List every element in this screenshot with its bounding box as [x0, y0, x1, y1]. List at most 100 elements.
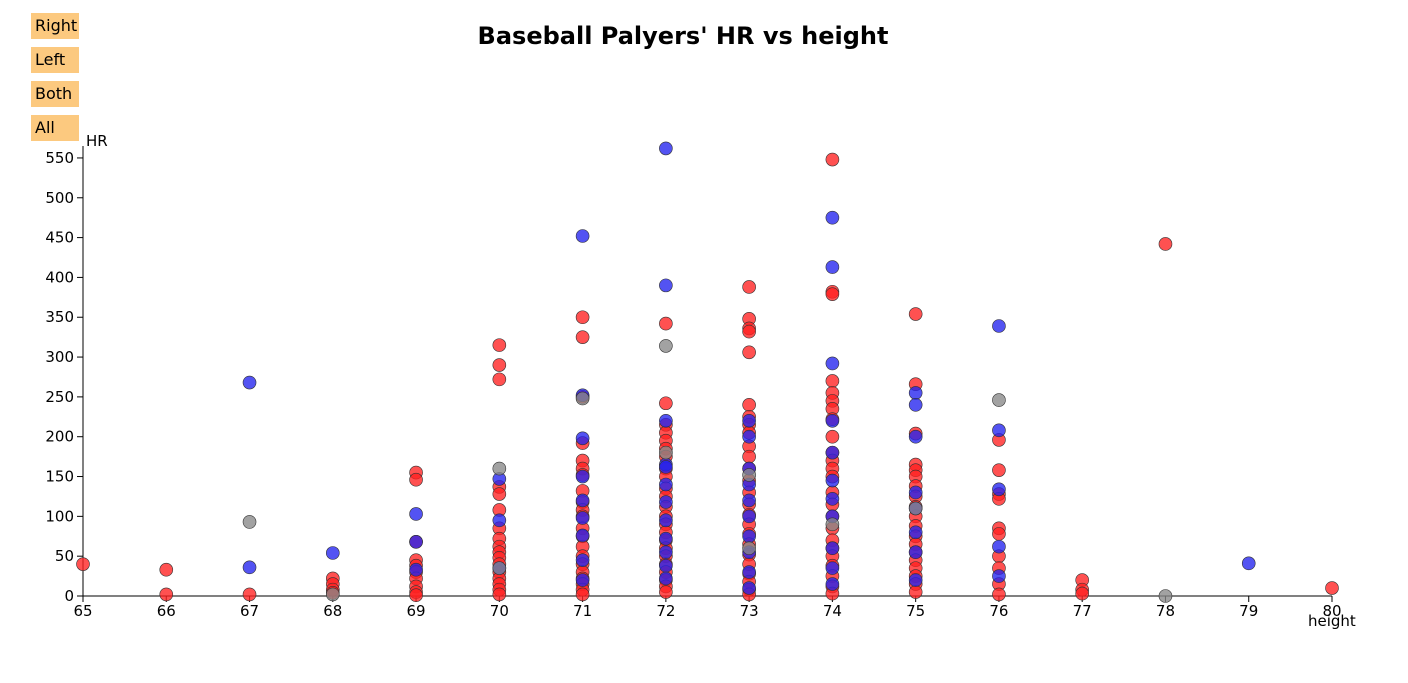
- data-point: [825, 356, 840, 371]
- data-point: [1158, 589, 1173, 603]
- data-point: [908, 573, 923, 587]
- data-point: [159, 562, 174, 577]
- y-tick-label: 150: [45, 468, 74, 486]
- data-point: [908, 398, 923, 412]
- filter-all-button[interactable]: All: [31, 115, 79, 141]
- data-point: [575, 310, 590, 325]
- data-point: [992, 587, 1006, 602]
- data-point: [825, 413, 840, 428]
- y-tick-label: 0: [64, 587, 74, 605]
- data-point: [742, 413, 756, 428]
- data-point: [492, 513, 507, 528]
- data-point: [492, 372, 507, 387]
- data-point: [992, 482, 1006, 497]
- data-point: [825, 541, 840, 556]
- x-tick-label: 71: [573, 602, 592, 620]
- x-tick-label: 68: [323, 602, 342, 620]
- data-point: [242, 375, 257, 390]
- x-tick-label: 77: [1073, 602, 1092, 620]
- data-point: [742, 581, 756, 595]
- data-point: [992, 393, 1006, 407]
- x-tick-label: 80: [1322, 602, 1341, 620]
- data-point: [1241, 556, 1256, 571]
- data-point: [409, 472, 423, 487]
- data-point: [659, 445, 673, 460]
- data-point: [992, 463, 1006, 477]
- data-point: [659, 316, 673, 331]
- data-point: [742, 541, 756, 556]
- data-point: [992, 527, 1006, 541]
- data-point: [409, 562, 423, 577]
- x-tick-label: 70: [490, 602, 509, 620]
- y-tick-label: 550: [45, 149, 74, 167]
- data-point: [76, 557, 90, 571]
- data-point: [908, 485, 923, 500]
- data-point: [742, 493, 756, 508]
- x-tick-label: 66: [157, 602, 176, 620]
- x-tick-label: 67: [240, 602, 259, 620]
- data-point: [825, 577, 840, 591]
- data-point: [409, 535, 423, 549]
- data-point: [575, 391, 590, 406]
- data-point: [825, 561, 840, 575]
- data-point: [492, 358, 507, 372]
- data-point: [659, 278, 673, 293]
- data-point: [825, 492, 840, 506]
- data-point: [159, 587, 174, 602]
- y-axis-label: HR: [86, 132, 108, 150]
- data-point: [1325, 581, 1339, 595]
- data-point: [742, 398, 756, 412]
- data-point: [659, 413, 673, 428]
- data-point: [492, 587, 507, 602]
- data-point: [825, 287, 840, 301]
- data-points: [76, 141, 1339, 603]
- data-point: [659, 585, 673, 599]
- data-point: [575, 553, 590, 567]
- data-point: [575, 469, 590, 484]
- data-point: [659, 545, 673, 559]
- y-tick-label: 250: [45, 388, 74, 406]
- data-point: [492, 561, 507, 575]
- filter-right-button[interactable]: Right: [31, 13, 79, 39]
- data-point: [742, 324, 756, 339]
- data-point: [409, 507, 423, 521]
- data-point: [825, 429, 840, 444]
- x-tick-label: 73: [740, 602, 759, 620]
- data-point: [825, 210, 840, 225]
- data-point: [742, 565, 756, 579]
- chart-title: Baseball Palyers' HR vs height: [477, 22, 889, 50]
- data-point: [1158, 237, 1173, 251]
- x-tick-label: 74: [823, 602, 842, 620]
- data-point: [492, 338, 507, 352]
- x-tick-label: 72: [656, 602, 675, 620]
- data-point: [242, 587, 257, 602]
- data-point: [659, 460, 673, 474]
- y-tick-label: 450: [45, 229, 74, 247]
- data-point: [575, 573, 590, 587]
- data-point: [1075, 586, 1089, 601]
- x-axis-label: height: [1308, 612, 1356, 630]
- data-point: [825, 473, 840, 488]
- filter-both-button[interactable]: Both: [31, 81, 79, 107]
- data-point: [659, 531, 673, 546]
- data-point: [908, 501, 923, 516]
- x-tick-label: 79: [1239, 602, 1258, 620]
- data-point: [992, 539, 1006, 554]
- x-tick-label: 76: [989, 602, 1008, 620]
- data-point: [908, 525, 923, 540]
- data-point: [742, 449, 756, 464]
- data-point: [659, 396, 673, 411]
- data-point: [659, 339, 673, 353]
- data-point: [325, 587, 340, 602]
- filter-left-button[interactable]: Left: [31, 47, 79, 73]
- y-tick-label: 350: [45, 308, 74, 326]
- data-point: [992, 319, 1006, 333]
- data-point: [242, 515, 257, 529]
- data-point: [659, 571, 673, 586]
- data-point: [742, 529, 756, 544]
- data-point: [742, 429, 756, 444]
- data-point: [659, 495, 673, 509]
- data-point: [908, 585, 923, 599]
- data-point: [908, 386, 923, 400]
